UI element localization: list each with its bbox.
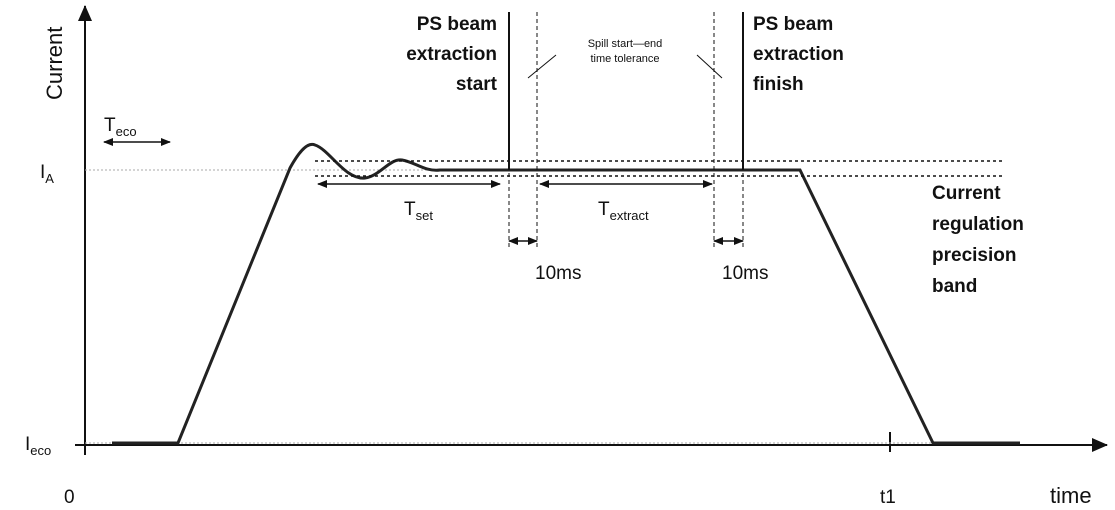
extraction-lines [508,12,744,170]
leaders [527,54,723,79]
current-waveform [112,142,1020,445]
teco-label: Teco [104,115,137,139]
textract-label: Textract [598,199,649,223]
axes [75,5,1108,455]
origin-label: 0 [64,487,75,508]
finish-marker-label: extraction [753,44,844,65]
sub: set [416,208,434,223]
base: I [40,162,45,183]
ia-label: IA [40,162,54,186]
base: I [25,434,30,455]
tset-label: Tset [404,199,433,223]
finish-marker-label: finish [753,74,804,95]
start-marker-label: start [456,74,498,95]
reference-lines [85,169,1020,444]
sub: eco [116,124,137,139]
interval-arrows [103,138,744,245]
band-label: Current [932,183,1001,204]
band-label: precision [932,245,1016,266]
ieco-label: Ieco [25,434,51,458]
finish-marker-label: PS beam [753,14,833,35]
y-axis-label: Current [42,27,67,100]
sub: A [45,171,54,186]
base: T [598,199,610,220]
sub: eco [30,443,51,458]
base: T [104,115,116,136]
sub: extract [610,208,649,223]
precision-band [315,160,1005,177]
band-label: band [932,276,977,297]
tolerance-label: time tolerance [590,53,659,65]
base: T [404,199,416,220]
tolerance-label: Spill start—end [588,38,663,50]
x-axis-label: time [1050,483,1092,508]
gap-label: 10ms [535,263,581,284]
gap-label: 10ms [722,263,768,284]
start-marker-label: PS beam [417,14,497,35]
t1-label: t1 [880,487,896,508]
start-marker-label: extraction [406,44,497,65]
band-label: regulation [932,214,1024,235]
